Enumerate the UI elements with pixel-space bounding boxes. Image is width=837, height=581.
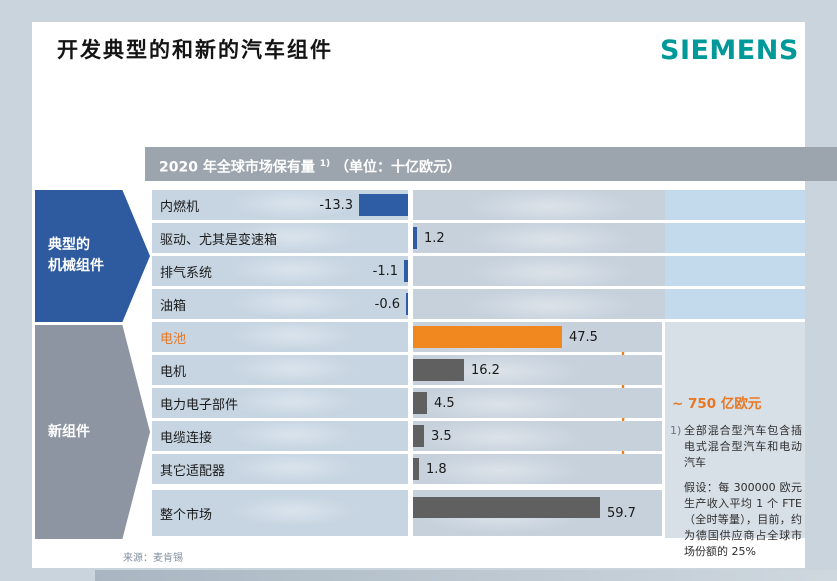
row-label-background <box>152 355 408 385</box>
footnote-text: 全部混合型汽车包含插电式混合型汽车和电动汽车 <box>684 424 802 469</box>
row-label-background <box>152 256 408 286</box>
assumption-text: 假设：每 300000 欧元生产收入平均 1 个 FTE（全时等量），目前，约为… <box>684 480 802 558</box>
footnote-body: 全部混合型汽车包含插电式混合型汽车和电动汽车 假设：每 300000 欧元生产收… <box>684 423 802 560</box>
category-arrow-typical-mechanical: 典型的 机械组件 <box>35 190 150 322</box>
chart-row: 其它适配器 1.8 <box>152 454 805 484</box>
bar <box>404 260 408 282</box>
row-value: 1.8 <box>426 461 447 477</box>
row-label: 油箱 <box>160 298 187 314</box>
row-label-background <box>152 454 408 484</box>
row-value: 1.2 <box>424 230 445 246</box>
category-label: 新组件 <box>48 423 90 440</box>
bar <box>413 425 424 447</box>
chart-row: 油箱 -0.6 <box>152 289 805 319</box>
bar <box>406 293 408 315</box>
source-note: 来源：麦肯锡 <box>123 553 183 564</box>
bar <box>413 227 417 249</box>
row-right-background <box>665 256 805 286</box>
chart-row: 排气系统 -1.1 <box>152 256 805 286</box>
brace-annotation-label: ~ 750 亿欧元 <box>672 396 762 412</box>
chart-title-text: 2020 年全球市场保有量 <box>159 159 315 176</box>
row-value: 4.5 <box>434 395 455 411</box>
row-value: -13.3 <box>319 197 353 213</box>
row-right-background <box>665 289 805 319</box>
row-value: 59.7 <box>607 505 636 521</box>
row-label-background <box>152 322 408 352</box>
row-label: 电力电子部件 <box>160 397 239 413</box>
bar <box>413 359 464 381</box>
row-label: 电缆连接 <box>160 430 213 446</box>
row-label: 电池 <box>160 331 187 347</box>
row-value: -1.1 <box>372 263 398 279</box>
row-label-background <box>152 421 408 451</box>
row-label-background <box>152 388 408 418</box>
row-value: 3.5 <box>431 428 452 444</box>
row-label: 整个市场 <box>160 507 213 523</box>
category-arrow-new-components: 新组件 <box>35 325 150 539</box>
row-value: -0.6 <box>374 296 400 312</box>
row-right-background <box>665 190 805 220</box>
row-right-background <box>665 223 805 253</box>
row-bar-background <box>413 454 662 484</box>
bottom-decoration-strip <box>95 570 837 581</box>
footnote: 1) 全部混合型汽车包含插电式混合型汽车和电动汽车 假设：每 300000 欧元… <box>670 423 802 560</box>
row-label: 其它适配器 <box>160 463 226 479</box>
row-label-background <box>152 490 408 536</box>
row-label-background <box>152 289 408 319</box>
category-label: 典型的 机械组件 <box>48 237 104 274</box>
chart-row: 电机 16.2 <box>152 355 805 385</box>
chart-title-footnote-ref: 1) <box>319 159 331 169</box>
chart-row: 电力电子部件 4.5 <box>152 388 805 418</box>
footnote-marker: 1) <box>670 424 682 437</box>
row-label: 排气系统 <box>160 265 213 281</box>
chart-row: 电缆连接 3.5 <box>152 421 805 451</box>
row-label-background <box>152 223 408 253</box>
chart-row: 电池 47.5 <box>152 322 805 352</box>
row-label: 驱动、尤其是变速箱 <box>160 232 278 248</box>
row-value: 16.2 <box>471 362 500 378</box>
annotation-panel-background <box>665 322 805 538</box>
chart-row: 整个市场 59.7 <box>152 490 805 536</box>
row-bar-background <box>413 421 662 451</box>
row-value: 47.5 <box>569 329 598 345</box>
page-title: 开发典型的和新的汽车组件 <box>57 38 333 62</box>
bar <box>413 458 419 480</box>
row-label: 电机 <box>160 364 187 380</box>
bar <box>359 194 408 216</box>
row-bar-background <box>413 388 662 418</box>
chart-row: 内燃机 -13.3 <box>152 190 805 220</box>
chart-row: 驱动、尤其是变速箱 1.2 <box>152 223 805 253</box>
siemens-logo: SIEMENS <box>660 35 799 66</box>
chart-title-bar: 2020 年全球市场保有量 1) （单位：十亿欧元） <box>145 147 837 181</box>
bar <box>413 392 427 414</box>
row-label: 内燃机 <box>160 199 200 215</box>
chart-rows: 内燃机 -13.3 驱动、尤其是变速箱 1.2 排气系统 -1.1 油箱 -0.6 电池 47.5… <box>152 190 805 538</box>
bar <box>413 326 562 348</box>
bar <box>413 497 600 518</box>
chart-title-unit: （单位：十亿欧元） <box>334 159 461 176</box>
